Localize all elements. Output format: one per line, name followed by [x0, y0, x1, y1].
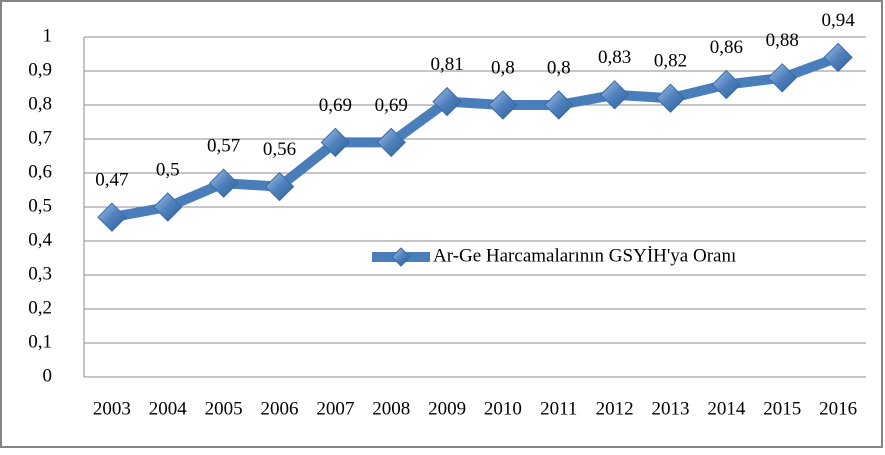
- data-label: 0,69: [375, 95, 408, 116]
- data-point: [208, 168, 239, 198]
- x-tick-label: 2004: [149, 398, 188, 419]
- data-label: 0,5: [156, 159, 180, 180]
- y-tick-label: 0: [43, 365, 53, 386]
- x-tick-label: 2006: [261, 398, 299, 419]
- data-label: 0,8: [491, 57, 515, 78]
- data-point: [711, 69, 742, 100]
- data-point: [153, 192, 183, 222]
- y-tick-label: 0,1: [28, 331, 52, 352]
- y-tick-label: 0,7: [28, 127, 52, 148]
- legend-label: Ar-Ge Harcamalarının GSYİH'ya Oranı: [433, 245, 736, 266]
- x-tick-label: 2011: [540, 398, 577, 419]
- x-tick-label: 2016: [819, 398, 857, 419]
- y-tick-label: 0,6: [28, 161, 52, 182]
- y-tick-label: 0,2: [28, 297, 52, 318]
- data-label: 0,81: [430, 54, 463, 75]
- data-label: 0,69: [319, 95, 352, 116]
- x-tick-label: 2014: [707, 398, 746, 419]
- x-tick-label: 2003: [93, 398, 131, 419]
- data-label: 0,86: [710, 37, 743, 58]
- data-point: [544, 90, 574, 120]
- data-point: [432, 86, 462, 117]
- data-point: [320, 127, 351, 158]
- data-point: [376, 127, 406, 158]
- y-tick-label: 0,8: [28, 93, 52, 114]
- data-point: [488, 90, 518, 120]
- data-point: [823, 42, 853, 73]
- x-tick-label: 2008: [372, 398, 410, 419]
- data-point: [767, 63, 797, 93]
- x-tick-label: 2010: [484, 398, 522, 419]
- data-point: [655, 83, 686, 113]
- x-tick-label: 2013: [652, 398, 690, 419]
- data-label: 0,47: [95, 170, 128, 191]
- data-label: 0,82: [654, 51, 687, 72]
- x-tick-label: 2007: [316, 398, 354, 419]
- data-label: 0,8: [547, 57, 571, 78]
- y-tick-label: 0,3: [28, 263, 52, 284]
- y-tick-label: 0,5: [28, 195, 52, 216]
- x-tick-label: 2005: [205, 398, 243, 419]
- x-tick-label: 2015: [763, 398, 801, 419]
- y-tick-label: 0,4: [28, 229, 52, 250]
- data-label: 0,88: [766, 30, 799, 51]
- data-point: [599, 80, 630, 110]
- data-label: 0,94: [821, 10, 855, 31]
- y-tick-label: 0,9: [28, 59, 52, 80]
- data-point: [97, 202, 127, 232]
- data-label: 0,83: [598, 47, 631, 68]
- data-label: 0,56: [263, 139, 296, 160]
- data-point: [264, 171, 295, 202]
- x-tick-label: 2009: [428, 398, 466, 419]
- data-label: 0,57: [207, 136, 240, 157]
- y-tick-label: 1: [43, 25, 53, 46]
- x-tick-label: 2012: [596, 398, 634, 419]
- legend-marker: [391, 247, 411, 267]
